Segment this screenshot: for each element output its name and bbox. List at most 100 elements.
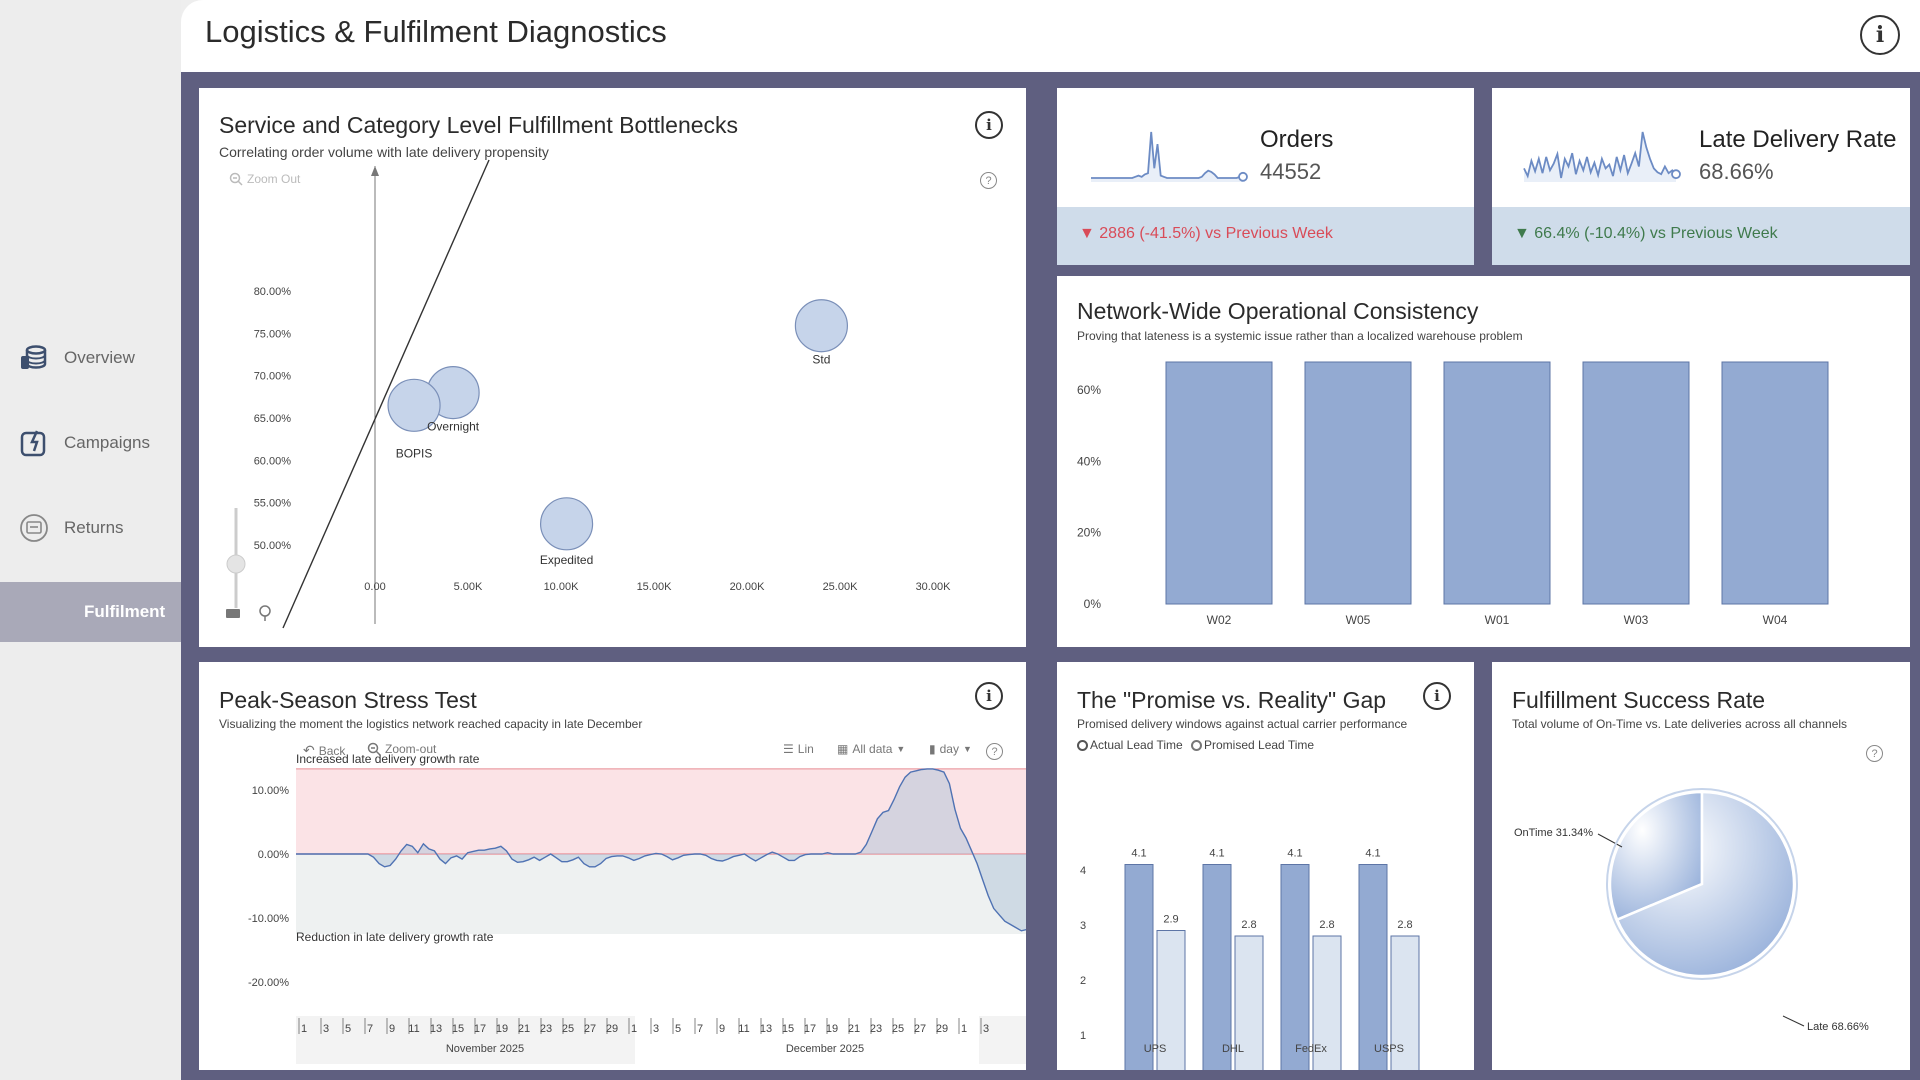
x-tick-label: 27 bbox=[584, 1023, 596, 1035]
slice-leader-line bbox=[1597, 833, 1623, 848]
calendar-icon: ▦ bbox=[837, 742, 849, 756]
bottlenecks-info-icon[interactable]: i bbox=[975, 111, 1003, 139]
stress-back-button[interactable]: ↶ Back bbox=[303, 742, 345, 759]
nav-item-campaigns[interactable]: Campaigns bbox=[0, 413, 181, 473]
bar-w02 bbox=[1165, 361, 1273, 605]
time-axis-window bbox=[635, 1016, 979, 1064]
bottlenecks-help-icon[interactable]: ? bbox=[980, 172, 997, 189]
consistency-subtitle: Proving that lateness is a systemic issu… bbox=[1077, 329, 1523, 343]
stress-area-chart[interactable]: Increased late delivery growth rate Reduc… bbox=[199, 662, 1026, 1070]
y-tick-label: 10.00% bbox=[252, 785, 290, 797]
legend-promised-lead-time[interactable]: Promised Lead Time bbox=[1191, 738, 1314, 752]
y-tick-label: 65.00% bbox=[254, 413, 292, 425]
success-pie-chart[interactable]: OnTime 31.34% Late 68.66% bbox=[1492, 662, 1910, 1070]
x-tick-label: 23 bbox=[540, 1023, 552, 1035]
orders-kpi-band: ▼ 2886 (-41.5%) vs Previous Week bbox=[1057, 207, 1474, 265]
late-delivery-sparkline bbox=[1523, 131, 1681, 182]
back-label: Back bbox=[318, 743, 346, 758]
y-tick-label: 70.00% bbox=[254, 371, 292, 383]
coins-icon bbox=[18, 342, 50, 374]
x-tick-label: 9 bbox=[389, 1023, 395, 1035]
bottlenecks-zoom-out-button[interactable]: Zoom Out bbox=[229, 172, 300, 186]
info-icon[interactable]: i bbox=[1860, 15, 1900, 55]
orders-kpi-value: 44552 bbox=[1260, 159, 1322, 184]
back-arrow-icon: ↶ bbox=[303, 742, 315, 758]
stress-help-icon[interactable]: ? bbox=[986, 743, 1003, 760]
bubble-expedited bbox=[539, 497, 594, 551]
x-tick-label: 11 bbox=[738, 1023, 749, 1035]
series-area bbox=[296, 768, 1026, 931]
promise-gap-bar-chart[interactable]: 012344.12.9UPS4.12.8DHL4.12.8FedEx4.12.8… bbox=[1057, 662, 1474, 1070]
bubble-label: BOPIS bbox=[396, 446, 433, 460]
y-tick-label: -20.00% bbox=[248, 977, 289, 989]
late-kpi-value: 68.66% bbox=[1699, 159, 1774, 184]
y-tick-label: 75.00% bbox=[254, 328, 292, 340]
x-tick-label: 3 bbox=[653, 1023, 659, 1035]
sparkline-area bbox=[1524, 132, 1676, 182]
x-tick-label: 17 bbox=[804, 1023, 816, 1035]
x-tick-label: 13 bbox=[760, 1023, 772, 1035]
y-tick-label: 80.00% bbox=[254, 286, 292, 298]
x-tick-label: 29 bbox=[936, 1023, 948, 1035]
consistency-bar-chart[interactable]: 0% 20% 40% 60% W02 W05 W01 W03 W04 bbox=[1057, 276, 1910, 647]
x-tick-label: W05 bbox=[1346, 613, 1371, 627]
band-upper-label: Increased late delivery growth rate bbox=[296, 752, 480, 766]
legend-actual-lead-time[interactable]: Actual Lead Time bbox=[1077, 738, 1183, 752]
page-title: Logistics & Fulfilment Diagnostics bbox=[205, 14, 667, 49]
sparkline-line bbox=[1091, 131, 1243, 179]
stress-day-dropdown[interactable]: ▮ day ▼ bbox=[929, 742, 972, 756]
bottlenecks-scatter-chart[interactable]: 50.00% 55.00% 60.00% 65.00% 70.00% 75.00% 80.0… bbox=[199, 88, 1026, 647]
zoom-out-icon bbox=[229, 172, 243, 186]
success-help-icon[interactable]: ? bbox=[1866, 745, 1883, 762]
trend-line bbox=[282, 159, 490, 629]
band-lower-label: Reduction in late delivery growth rate bbox=[296, 930, 494, 944]
bar-ups-promised bbox=[1156, 930, 1186, 1070]
bubble-label: Overnight bbox=[427, 420, 480, 434]
orders-kpi-title: Orders bbox=[1260, 126, 1334, 153]
nav-label-returns: Returns bbox=[64, 518, 124, 537]
bar-w05 bbox=[1304, 361, 1412, 605]
orders-kpi-delta: ▼ 2886 (-41.5%) vs Previous Week bbox=[1079, 225, 1333, 242]
month-label: December 2025 bbox=[786, 1043, 864, 1055]
y-axis-arrow bbox=[371, 166, 379, 176]
bar-usps-actual bbox=[1358, 864, 1388, 1070]
x-tick-label: 19 bbox=[496, 1023, 508, 1035]
gap-info-icon[interactable]: i bbox=[1423, 682, 1451, 710]
x-tick-label: 25 bbox=[562, 1023, 574, 1035]
nav-item-fulfilment[interactable]: Fulfilment bbox=[0, 582, 181, 642]
x-tick-label: 9 bbox=[719, 1023, 725, 1035]
keyboard-icon bbox=[226, 609, 240, 618]
data-label: 2.8 bbox=[1241, 919, 1256, 931]
x-tick-label: 19 bbox=[826, 1023, 838, 1035]
stress-info-icon[interactable]: i bbox=[975, 682, 1003, 710]
bubble-std bbox=[794, 299, 849, 353]
nav-item-overview[interactable]: Overview bbox=[0, 328, 181, 388]
sparkline-last-point bbox=[1671, 169, 1681, 180]
consistency-title: Network-Wide Operational Consistency bbox=[1077, 298, 1479, 324]
y-tick-label: 0% bbox=[1084, 597, 1102, 611]
bar-w03 bbox=[1582, 361, 1690, 605]
legend-dot-icon bbox=[1077, 739, 1088, 751]
nav-label-fulfilment: Fulfilment bbox=[84, 602, 166, 621]
lower-band bbox=[296, 854, 1026, 934]
y-tick-label: 55.00% bbox=[254, 498, 292, 510]
x-tick-label: 25.00K bbox=[823, 581, 859, 593]
y-tick-label: 60.00% bbox=[254, 455, 292, 467]
stress-lin-button[interactable]: ☰ Lin bbox=[783, 742, 814, 756]
x-tick-label: 21 bbox=[848, 1023, 860, 1035]
nav-item-returns[interactable]: Returns bbox=[0, 498, 181, 558]
x-tick-label: 25 bbox=[892, 1023, 904, 1035]
data-label: 4.1 bbox=[1209, 848, 1224, 860]
y-tick-label: 50.00% bbox=[254, 540, 292, 552]
stress-all-data-dropdown[interactable]: ▦ All data ▼ bbox=[837, 742, 905, 756]
x-tick-label: 1 bbox=[631, 1023, 637, 1035]
x-tick-label: 30.00K bbox=[916, 581, 952, 593]
bottlenecks-title: Service and Category Level Fulfillment B… bbox=[219, 112, 739, 138]
header: Logistics & Fulfilment Diagnostics i bbox=[181, 0, 1920, 72]
chevron-down-icon: ▼ bbox=[896, 744, 906, 754]
stress-zoom-out-button[interactable]: Zoom-out bbox=[367, 742, 436, 756]
x-tick-label: FedEx bbox=[1295, 1043, 1327, 1055]
orders-kpi-card: Orders 44552 ▼ 2886 (-41.5%) vs Previous… bbox=[1057, 88, 1474, 265]
bar-fedex-promised bbox=[1312, 935, 1342, 1070]
x-tick-label: UPS bbox=[1144, 1043, 1167, 1055]
